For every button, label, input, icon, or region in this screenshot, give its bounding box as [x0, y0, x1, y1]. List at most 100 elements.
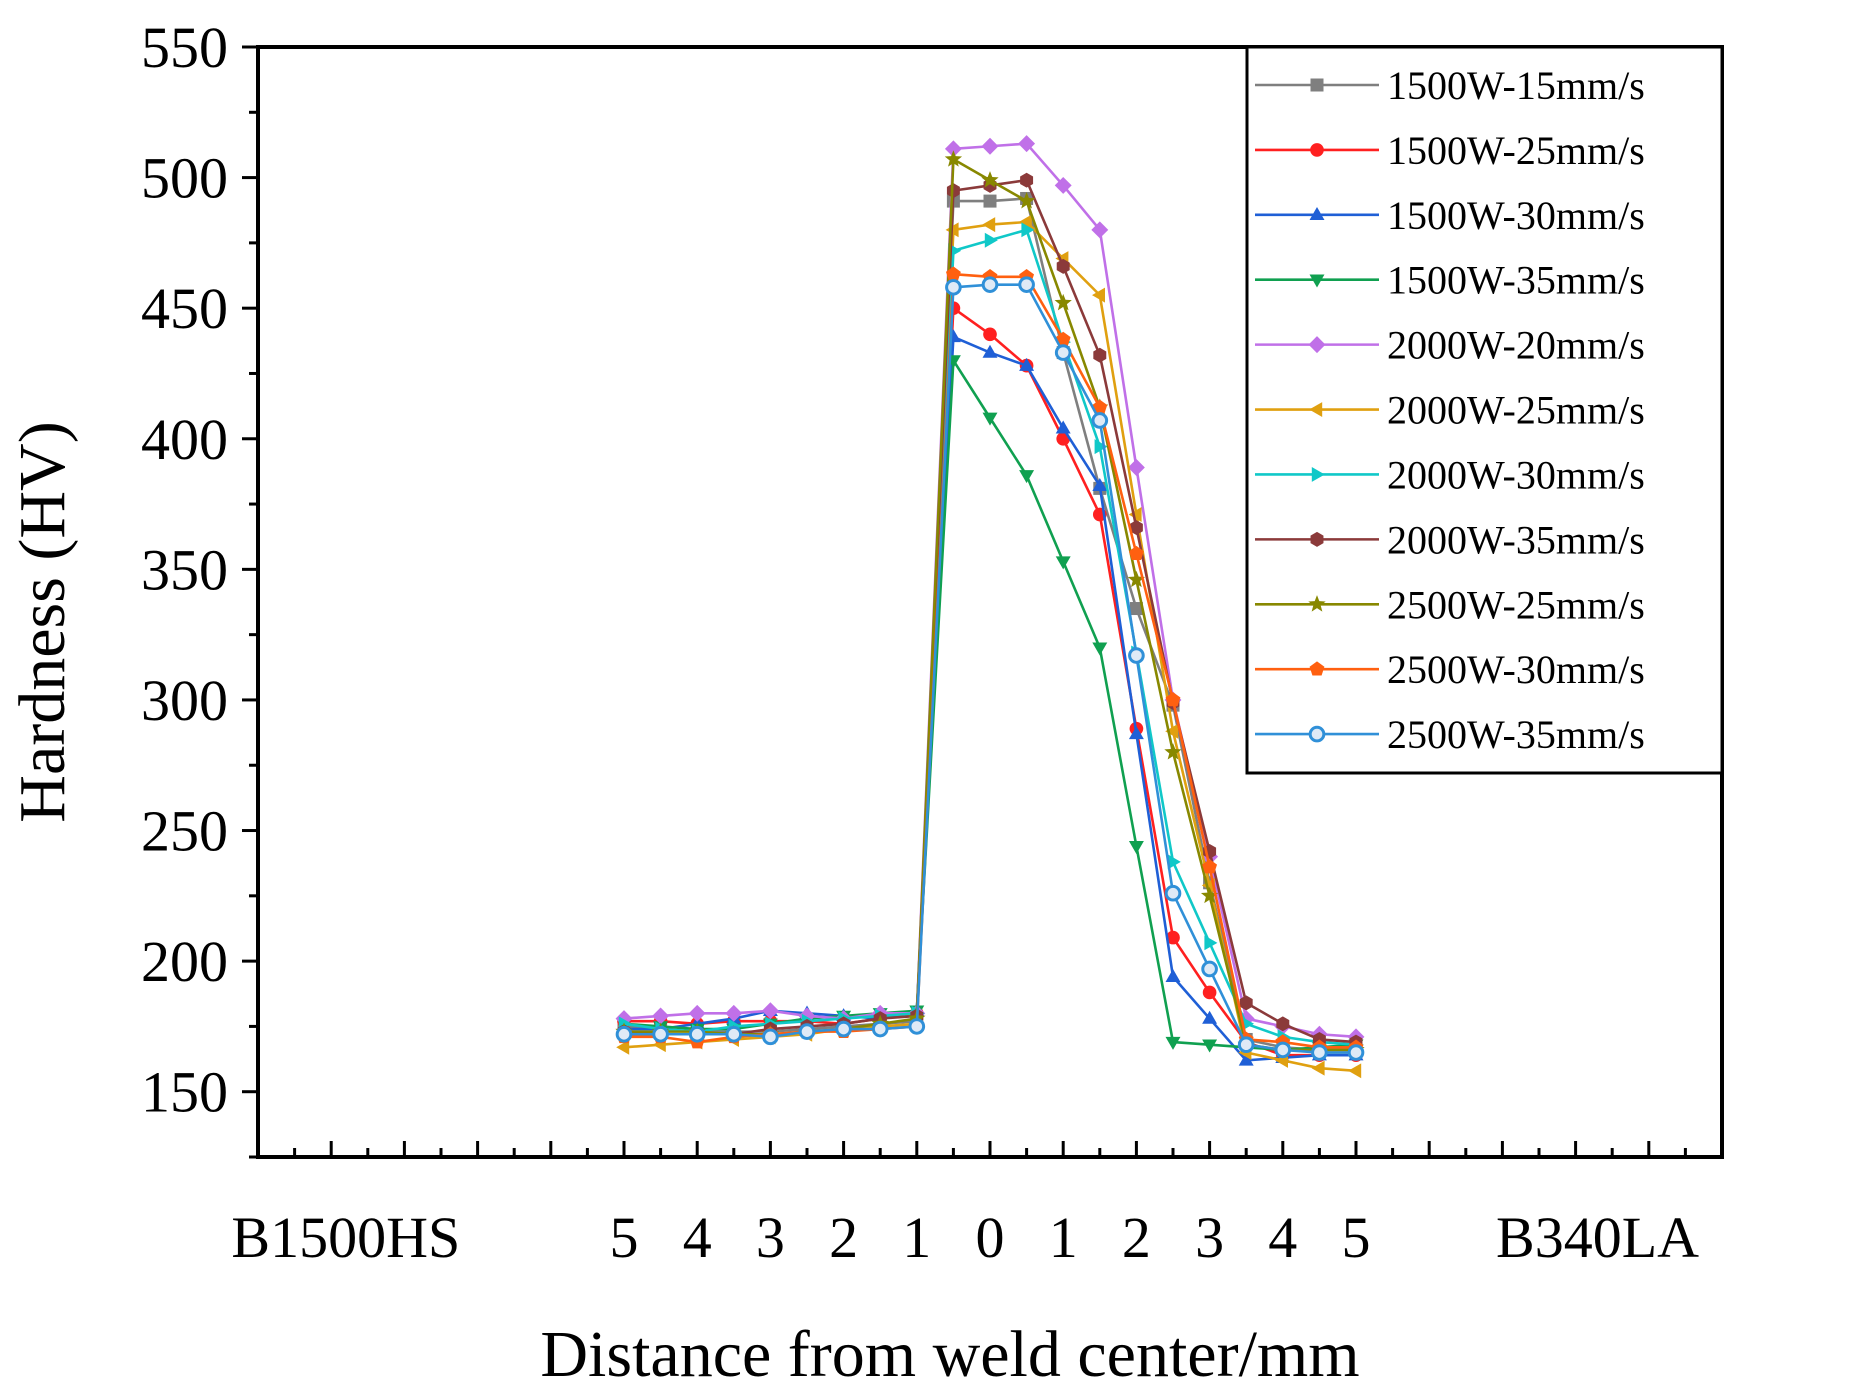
- series-marker: [1202, 859, 1218, 874]
- series-marker: [1128, 841, 1144, 854]
- series-marker: [1309, 402, 1323, 418]
- legend-label: 2500W-35mm/s: [1387, 712, 1645, 757]
- series-marker: [984, 232, 998, 248]
- series-marker: [1091, 412, 1109, 429]
- x-tick-label: 3: [1195, 1205, 1224, 1270]
- series-marker: [1094, 439, 1108, 455]
- x-tick-label: 5: [610, 1205, 639, 1270]
- legend-label: 2000W-25mm/s: [1387, 388, 1645, 433]
- series-marker: [983, 327, 997, 342]
- series-marker: [1308, 595, 1326, 612]
- series-layer: [615, 135, 1365, 1079]
- legend-label: 2000W-20mm/s: [1387, 323, 1645, 368]
- x-tick-label: B1500HS: [231, 1205, 460, 1270]
- series-marker: [1239, 995, 1253, 1011]
- x-tick-label: 4: [1268, 1205, 1297, 1270]
- series-marker: [1092, 477, 1108, 491]
- series-marker: [1204, 935, 1218, 951]
- y-tick-label: 550: [141, 15, 228, 80]
- series-marker: [1308, 725, 1326, 743]
- series-marker: [1165, 723, 1179, 739]
- series-marker: [1091, 221, 1109, 239]
- series-2500W-35mm/s: [615, 276, 1365, 1061]
- series-marker: [1019, 470, 1035, 484]
- series-marker: [982, 344, 998, 358]
- series-marker: [1054, 344, 1072, 361]
- legend-entry: 2500W-25mm/s: [1255, 582, 1645, 627]
- series-marker: [1128, 507, 1142, 522]
- series-marker: [1202, 985, 1217, 1000]
- series-marker: [1164, 743, 1182, 760]
- legend-label: 1500W-25mm/s: [1387, 128, 1645, 173]
- series-marker: [1201, 960, 1218, 978]
- series-marker: [1202, 1010, 1218, 1024]
- series-marker: [944, 140, 962, 158]
- series-marker: [1127, 459, 1145, 476]
- series-marker: [616, 1039, 630, 1055]
- series-marker: [1347, 1044, 1365, 1061]
- legend-entry: 1500W-35mm/s: [1255, 258, 1645, 303]
- legend-entry: 2000W-35mm/s: [1255, 517, 1645, 562]
- series-marker: [981, 276, 999, 293]
- series-marker: [1129, 602, 1143, 616]
- series-marker: [798, 1023, 816, 1040]
- series-marker: [1309, 661, 1325, 676]
- series-marker: [1129, 520, 1143, 536]
- legend-entry: 1500W-30mm/s: [1255, 193, 1645, 238]
- series-marker: [1128, 545, 1144, 560]
- series-marker: [1311, 1060, 1325, 1076]
- x-tick-label: 1: [902, 1205, 931, 1270]
- series-marker: [1202, 1039, 1218, 1053]
- series-marker: [761, 1002, 779, 1020]
- x-tick-label: B340LA: [1496, 1205, 1699, 1270]
- series-marker: [1311, 1044, 1328, 1061]
- series-marker: [871, 1020, 889, 1038]
- y-tick-label: 150: [141, 1060, 228, 1125]
- series-marker: [1020, 172, 1034, 188]
- series-marker: [1238, 1052, 1254, 1066]
- series-marker: [835, 1020, 852, 1038]
- series-marker: [1309, 274, 1325, 288]
- series-marker: [1165, 968, 1181, 982]
- legend-label: 2500W-30mm/s: [1387, 647, 1645, 692]
- x-tick-label: 2: [1122, 1205, 1151, 1270]
- series-marker: [1092, 642, 1108, 656]
- series-marker: [946, 183, 960, 199]
- legend-label: 1500W-30mm/s: [1387, 193, 1645, 238]
- legend-entry: 2000W-25mm/s: [1255, 388, 1645, 433]
- series-marker: [1055, 556, 1071, 570]
- series-marker: [1055, 331, 1071, 346]
- y-tick-label: 500: [141, 146, 228, 211]
- x-axis-ticks: B1500HS 5 4 3 2 1 0 1 2 3 4 5 B340LA: [231, 1141, 1724, 1270]
- series-marker: [1054, 293, 1072, 311]
- series-marker: [1056, 258, 1070, 274]
- legend-entry: 2000W-30mm/s: [1255, 452, 1645, 497]
- legend-entry: 1500W-15mm/s: [1255, 63, 1645, 108]
- legend-entry: 2000W-20mm/s: [1255, 323, 1645, 368]
- series-marker: [725, 1025, 743, 1043]
- series-marker: [1021, 222, 1035, 238]
- series-marker: [1310, 78, 1324, 92]
- y-tick-label: 200: [141, 929, 228, 994]
- series-marker: [1164, 884, 1182, 902]
- series-marker: [652, 1007, 670, 1025]
- y-tick-label: 450: [141, 276, 228, 341]
- x-tick-label: 0: [976, 1205, 1005, 1270]
- series-marker: [1310, 143, 1324, 157]
- series-marker: [1017, 191, 1036, 209]
- y-tick-label: 400: [141, 407, 228, 472]
- series-marker: [1018, 135, 1036, 153]
- series-marker: [945, 278, 962, 296]
- series-marker: [1308, 336, 1326, 354]
- legend-label: 2000W-35mm/s: [1387, 517, 1645, 562]
- series-marker: [1274, 1041, 1292, 1059]
- y-axis-ticks: 150 200 250 300 350 400 450 500 550: [141, 15, 258, 1159]
- series-marker: [945, 266, 961, 281]
- series-marker: [983, 194, 997, 208]
- series-marker: [1055, 420, 1071, 434]
- series-marker: [1165, 692, 1181, 707]
- series-marker: [688, 1025, 706, 1043]
- series-marker: [688, 1004, 706, 1022]
- y-tick-label: 350: [141, 537, 228, 602]
- series-marker: [1093, 347, 1107, 363]
